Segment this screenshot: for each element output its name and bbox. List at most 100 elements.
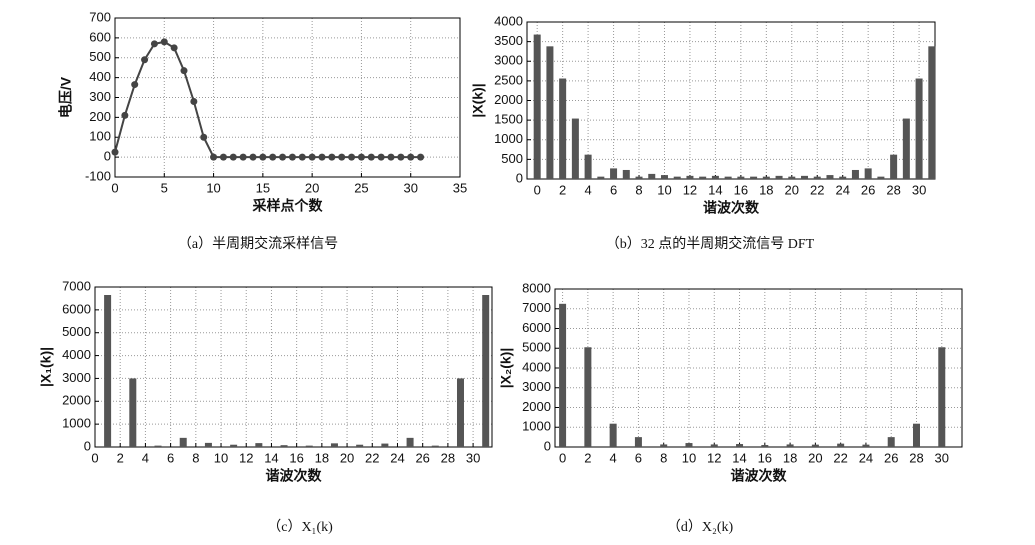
point: [338, 153, 346, 161]
y-tick-label: 500: [89, 49, 111, 64]
point: [318, 153, 326, 161]
y-tick-label: 200: [89, 109, 111, 124]
y-tick-label: 3000: [62, 370, 91, 385]
y-tick-label: 2500: [494, 72, 523, 87]
x-tick-label: 0: [559, 450, 566, 465]
y-tick-label: 4000: [62, 347, 91, 362]
point: [417, 153, 425, 161]
bar: [724, 176, 732, 179]
y-tick-label: 500: [501, 151, 523, 166]
plot-frame: [554, 288, 963, 448]
bar: [686, 175, 694, 179]
x-tick-label: 26: [415, 450, 429, 465]
y-tick-label: 100: [89, 129, 111, 144]
x-tick-label: 8: [660, 450, 667, 465]
caption: （b）32 点的半周期交流信号 DFT: [606, 235, 815, 252]
x-tick-label: 20: [808, 450, 822, 465]
point: [131, 81, 139, 89]
y-tick-label: 3000: [522, 379, 551, 394]
point: [308, 153, 316, 161]
point: [348, 153, 356, 161]
x-tick-label: 22: [810, 182, 824, 197]
x-tick-label: 2: [117, 450, 124, 465]
y-tick-label: 600: [89, 29, 111, 44]
bar: [584, 347, 592, 447]
y-tick-label: -100: [85, 168, 111, 183]
plot-frame: [114, 17, 461, 178]
bar: [660, 444, 668, 447]
x-tick-label: 14: [732, 450, 746, 465]
bar: [912, 423, 920, 447]
y-tick-label: 2000: [494, 92, 523, 107]
bar: [482, 295, 490, 447]
bar: [648, 173, 656, 179]
y-tick-label: 0: [104, 149, 111, 164]
bar: [255, 443, 263, 447]
x-tick-label: 2: [559, 182, 566, 197]
bar: [381, 443, 389, 447]
x-axis-label: 采样点个数: [252, 198, 324, 214]
y-tick-label: 5000: [62, 324, 91, 339]
bar: [750, 176, 758, 179]
y-tick-label: 0: [84, 438, 91, 453]
bar: [230, 444, 238, 447]
bar: [546, 46, 554, 180]
bar: [129, 378, 137, 447]
x-tick-label: 24: [390, 450, 404, 465]
y-tick-label: 3500: [494, 33, 523, 48]
x-tick-label: 18: [783, 450, 797, 465]
caption: （c）X₁(k): [267, 519, 333, 535]
bar: [597, 176, 605, 179]
x-tick-label: 4: [584, 182, 591, 197]
x-tick-label: 14: [264, 450, 278, 465]
x-tick-label: 12: [707, 450, 721, 465]
point: [200, 133, 208, 141]
bar: [877, 176, 885, 179]
line: [114, 40, 421, 159]
point: [210, 153, 218, 161]
bar: [305, 445, 313, 447]
x-tick-label: 10: [657, 182, 671, 197]
bar: [610, 168, 618, 179]
point: [357, 153, 365, 161]
plot-frame: [94, 286, 493, 448]
x-tick-label: 22: [365, 450, 379, 465]
y-tick-label: 400: [89, 69, 111, 84]
bar: [104, 295, 112, 447]
y-tick-label: 5000: [522, 340, 551, 355]
y-tick-label: 0: [544, 438, 551, 453]
bar: [660, 175, 668, 179]
y-tick-label: 4000: [522, 359, 551, 374]
bar: [801, 175, 809, 179]
y-axis-label: |X₁(k)|: [38, 347, 54, 387]
x-tick-label: 10: [206, 180, 220, 195]
bar: [571, 118, 579, 179]
x-tick-label: 20: [340, 450, 354, 465]
y-tick-label: 300: [89, 89, 111, 104]
bar: [280, 445, 288, 447]
point: [367, 153, 375, 161]
y-tick-label: 1500: [494, 112, 523, 127]
y-tick-label: 1000: [62, 416, 91, 431]
point: [180, 67, 188, 75]
x-tick-label: 12: [239, 450, 253, 465]
bar: [710, 444, 718, 447]
bar: [330, 443, 338, 447]
bar: [406, 437, 414, 447]
x-tick-label: 24: [859, 450, 873, 465]
point: [249, 153, 257, 161]
x-tick-label: 28: [441, 450, 455, 465]
x-tick-label: 30: [403, 180, 417, 195]
x-tick-label: 12: [683, 182, 697, 197]
x-tick-label: 30: [912, 182, 926, 197]
bar: [533, 34, 541, 180]
x-axis-label: 谐波次数: [266, 468, 323, 484]
point: [259, 153, 267, 161]
x-tick-label: 0: [91, 450, 98, 465]
bar: [673, 176, 681, 179]
bar: [635, 176, 643, 179]
bar: [928, 46, 936, 180]
